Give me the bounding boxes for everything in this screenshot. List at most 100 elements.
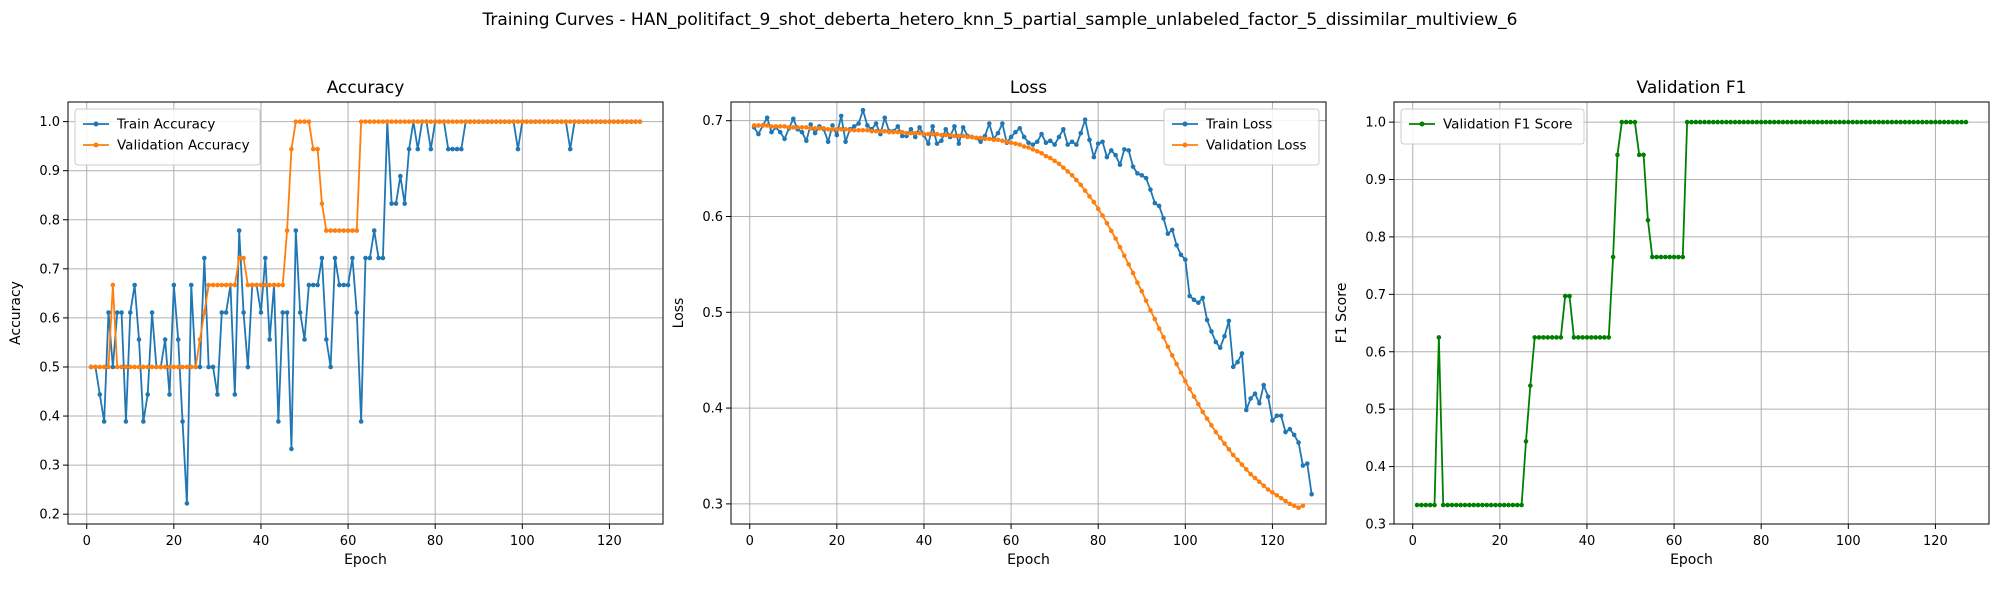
data-point [1645, 217, 1651, 223]
data-point [158, 364, 164, 370]
data-point [843, 139, 848, 145]
data-point [1169, 353, 1175, 358]
data-point [1719, 119, 1725, 125]
data-point [228, 282, 233, 288]
data-point [110, 364, 116, 370]
data-point [328, 364, 333, 370]
data-point [1837, 119, 1842, 125]
axes-frame [1393, 101, 1990, 525]
data-point [782, 124, 787, 129]
data-point [210, 364, 216, 370]
data-point [371, 228, 377, 233]
data-point [132, 282, 137, 288]
data-point [1501, 502, 1507, 508]
data-point [1767, 119, 1773, 125]
data-point [1082, 188, 1088, 193]
legend-swatch-marker [93, 121, 99, 127]
axes-frame [730, 101, 1327, 525]
data-point [1061, 127, 1066, 132]
data-point [1222, 441, 1227, 446]
data-point [354, 310, 360, 315]
data-point [1545, 335, 1551, 340]
data-point [206, 282, 211, 288]
data-point [769, 124, 774, 129]
data-point [1824, 119, 1829, 125]
data-point [1030, 142, 1036, 147]
data-point [1597, 335, 1603, 340]
data-point [323, 228, 329, 233]
data-point [1065, 169, 1071, 174]
data-point [934, 131, 940, 137]
data-point [1571, 335, 1577, 340]
data-point [145, 364, 151, 370]
data-point [1104, 220, 1110, 226]
data-point [777, 129, 783, 135]
data-point [1737, 119, 1742, 125]
data-point [1257, 479, 1262, 485]
data-point [297, 310, 303, 315]
data-point [132, 364, 137, 370]
data-point [952, 133, 957, 139]
data-point [602, 119, 608, 124]
data-point [454, 146, 460, 152]
data-point [1091, 154, 1097, 160]
data-point [149, 364, 155, 370]
y-tick-label: 0.9 [39, 164, 60, 179]
y-tick-label: 0.4 [39, 410, 60, 425]
data-point [860, 107, 866, 113]
data-point [1026, 145, 1031, 150]
data-point [141, 364, 146, 370]
data-point [1532, 335, 1537, 340]
x-tick-label: 80 [1753, 534, 1770, 549]
data-point [1658, 254, 1664, 260]
data-point [476, 119, 482, 124]
data-point [1432, 502, 1437, 508]
data-point [223, 282, 229, 288]
data-point [1933, 119, 1938, 125]
data-point [328, 228, 333, 233]
data-point [1217, 435, 1223, 441]
data-point [97, 364, 103, 370]
data-point [1278, 495, 1284, 501]
data-point [1252, 391, 1258, 397]
data-point [350, 255, 355, 261]
x-tick-label: 20 [829, 534, 846, 549]
data-point [995, 137, 1001, 143]
data-point [393, 119, 399, 124]
data-point [1252, 475, 1258, 481]
data-point [760, 123, 766, 128]
data-point [141, 419, 146, 424]
y-tick-label: 0.3 [702, 497, 723, 512]
data-point [1462, 502, 1468, 508]
data-point [1091, 199, 1097, 205]
data-point [1902, 119, 1908, 125]
data-point [1130, 164, 1136, 169]
data-point [1663, 254, 1668, 260]
data-point [1523, 439, 1529, 444]
data-point [756, 131, 761, 137]
data-point [751, 123, 757, 128]
data-point [1906, 119, 1912, 125]
data-point [1920, 119, 1925, 125]
data-point [1885, 119, 1890, 125]
data-point [1274, 492, 1280, 498]
data-point [127, 310, 133, 315]
data-point [528, 119, 534, 124]
y-tick-label: 0.3 [39, 459, 60, 474]
data-point [1069, 139, 1075, 145]
data-point [236, 228, 242, 233]
data-point [341, 228, 347, 233]
data-point [834, 132, 840, 138]
data-point [350, 228, 355, 233]
data-point [1008, 140, 1014, 146]
data-point [1558, 335, 1564, 340]
y-tick-label: 0.6 [702, 210, 723, 225]
data-point [917, 130, 922, 136]
data-point [1043, 153, 1049, 159]
data-point [1296, 440, 1301, 445]
data-point [790, 116, 796, 122]
data-point [101, 419, 107, 424]
data-point [969, 134, 975, 140]
data-point [358, 419, 364, 424]
data-point [572, 119, 577, 124]
